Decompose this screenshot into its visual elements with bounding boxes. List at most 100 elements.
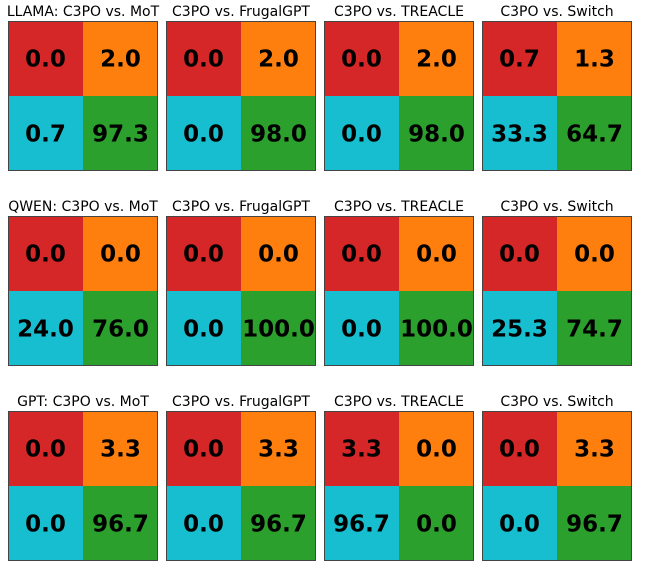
- cell-value-bottom-left: 0.0: [183, 317, 224, 343]
- cell-value-top-right: 1.3: [574, 47, 615, 73]
- heatmap-panel-11: C3PO vs. TREACLE 3.3 0.0 96.7 0.0: [324, 394, 474, 561]
- cell-value-top-left: 0.0: [25, 47, 66, 73]
- cell-value-top-left: 0.0: [25, 437, 66, 463]
- panel-title: C3PO vs. Switch: [500, 394, 613, 410]
- panel-title: C3PO vs. Switch: [500, 4, 613, 20]
- heatmap-panel-10: C3PO vs. FrugalGPT 0.0 3.3 0.0 96.7: [166, 394, 316, 561]
- heatmap-panel-3: C3PO vs. TREACLE 0.0 2.0 0.0 98.0: [324, 4, 474, 171]
- cell-value-bottom-right: 96.7: [566, 512, 623, 538]
- cell-top-right: [83, 21, 158, 96]
- panel-frame: [8, 216, 158, 366]
- cell-value-top-right: 0.0: [100, 242, 141, 268]
- cell-value-top-right: 3.3: [258, 437, 299, 463]
- cell-value-bottom-right: 98.0: [250, 122, 307, 148]
- cell-top-left: [8, 411, 83, 486]
- panel-frame: [166, 21, 316, 171]
- panel-title: QWEN: C3PO vs. MoT: [8, 199, 158, 215]
- cell-bottom-right: [241, 291, 316, 366]
- cell-top-right: [399, 21, 474, 96]
- cell-value-top-left: 0.0: [499, 242, 540, 268]
- panel-title: C3PO vs. TREACLE: [334, 4, 464, 20]
- panel-frame: [8, 411, 158, 561]
- cell-value-bottom-right: 64.7: [566, 122, 623, 148]
- heatmap-panel-5: QWEN: C3PO vs. MoT 0.0 0.0 24.0 76.0: [8, 199, 158, 366]
- cell-value-bottom-right: 98.0: [408, 122, 465, 148]
- cell-bottom-right: [557, 486, 632, 561]
- heatmap-panel-6: C3PO vs. FrugalGPT 0.0 0.0 0.0 100.0: [166, 199, 316, 366]
- cell-top-left: [8, 216, 83, 291]
- heatmap-panel-9: GPT: C3PO vs. MoT 0.0 3.3 0.0 96.7: [8, 394, 158, 561]
- cell-value-top-left: 3.3: [341, 437, 382, 463]
- cell-value-top-right: 2.0: [100, 47, 141, 73]
- cell-value-bottom-right: 100.0: [242, 317, 315, 343]
- heatmap-panel-1: LLAMA: C3PO vs. MoT 0.0 2.0 0.7 97.3: [7, 4, 160, 171]
- cell-value-bottom-left: 0.0: [341, 317, 382, 343]
- cell-value-bottom-left: 96.7: [333, 512, 390, 538]
- cell-value-bottom-left: 25.3: [491, 317, 548, 343]
- cell-top-right: [399, 216, 474, 291]
- panel-title: C3PO vs. TREACLE: [334, 199, 464, 215]
- heatmap-panel-8: C3PO vs. Switch 0.0 0.0 25.3 74.7: [482, 199, 632, 366]
- cell-value-top-left: 0.0: [183, 242, 224, 268]
- cell-bottom-right: [241, 486, 316, 561]
- panel-title: C3PO vs. Switch: [500, 199, 613, 215]
- cell-value-top-left: 0.0: [341, 242, 382, 268]
- panel-frame: [324, 216, 474, 366]
- cell-value-bottom-right: 76.0: [92, 317, 149, 343]
- cell-value-bottom-left: 0.0: [499, 512, 540, 538]
- cell-value-bottom-left: 0.0: [25, 512, 66, 538]
- cell-value-top-left: 0.0: [499, 437, 540, 463]
- cell-bottom-left: [166, 291, 241, 366]
- panel-title: C3PO vs. FrugalGPT: [172, 199, 310, 215]
- cell-bottom-left: [324, 486, 399, 561]
- panel-frame: [8, 21, 158, 171]
- cell-bottom-left: [8, 291, 83, 366]
- cell-top-left: [166, 21, 241, 96]
- cell-value-bottom-right: 97.3: [92, 122, 149, 148]
- cell-value-bottom-left: 0.0: [183, 122, 224, 148]
- cell-top-right: [399, 411, 474, 486]
- heatmap-panel-12: C3PO vs. Switch 0.0 3.3 0.0 96.7: [482, 394, 632, 561]
- cell-value-top-right: 0.0: [258, 242, 299, 268]
- cell-value-top-left: 0.0: [341, 47, 382, 73]
- cell-top-left: [482, 411, 557, 486]
- panel-frame: [324, 411, 474, 561]
- cell-top-right: [557, 411, 632, 486]
- cell-value-top-right: 3.3: [574, 437, 615, 463]
- cell-bottom-left: [8, 486, 83, 561]
- cell-bottom-right: [399, 291, 474, 366]
- cell-top-left: [166, 216, 241, 291]
- panel-title: GPT: C3PO vs. MoT: [17, 394, 149, 410]
- cell-value-bottom-left: 33.3: [491, 122, 548, 148]
- cell-bottom-left: [8, 96, 83, 171]
- cell-value-top-left: 0.0: [183, 47, 224, 73]
- cell-value-bottom-right: 100.0: [400, 317, 473, 343]
- cell-top-right: [241, 411, 316, 486]
- cell-value-top-left: 0.0: [25, 242, 66, 268]
- panel-frame: [324, 21, 474, 171]
- cell-bottom-right: [399, 486, 474, 561]
- cell-top-right: [83, 411, 158, 486]
- cell-bottom-left: [482, 96, 557, 171]
- cell-top-left: [482, 21, 557, 96]
- cell-top-right: [241, 21, 316, 96]
- cell-top-left: [324, 411, 399, 486]
- cell-value-bottom-right: 96.7: [250, 512, 307, 538]
- cell-bottom-right: [83, 96, 158, 171]
- cell-bottom-left: [166, 96, 241, 171]
- panel-title: C3PO vs. TREACLE: [334, 394, 464, 410]
- panel-title: C3PO vs. FrugalGPT: [172, 4, 310, 20]
- cell-bottom-left: [166, 486, 241, 561]
- cell-top-right: [557, 21, 632, 96]
- panel-frame: [482, 216, 632, 366]
- cell-value-bottom-right: 0.0: [416, 512, 457, 538]
- cell-value-bottom-right: 74.7: [566, 317, 623, 343]
- panel-frame: [482, 411, 632, 561]
- cell-value-bottom-left: 0.0: [183, 512, 224, 538]
- cell-value-top-right: 0.0: [416, 437, 457, 463]
- cell-bottom-left: [482, 291, 557, 366]
- cell-top-right: [83, 216, 158, 291]
- cell-value-top-left: 0.7: [499, 47, 540, 73]
- cell-top-left: [482, 216, 557, 291]
- cell-value-top-right: 0.0: [416, 242, 457, 268]
